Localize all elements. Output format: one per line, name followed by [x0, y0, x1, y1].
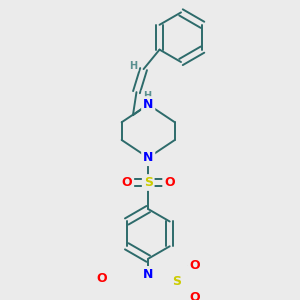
Text: S: S: [172, 275, 181, 288]
Text: N: N: [143, 268, 153, 281]
Text: O: O: [189, 291, 200, 300]
Text: O: O: [122, 176, 132, 189]
Text: O: O: [189, 259, 200, 272]
Text: S: S: [144, 176, 153, 189]
Text: N: N: [143, 98, 153, 111]
Text: O: O: [164, 176, 175, 189]
Text: O: O: [97, 272, 107, 285]
Text: H: H: [143, 91, 151, 101]
Text: N: N: [143, 151, 153, 164]
Text: H: H: [129, 61, 137, 70]
